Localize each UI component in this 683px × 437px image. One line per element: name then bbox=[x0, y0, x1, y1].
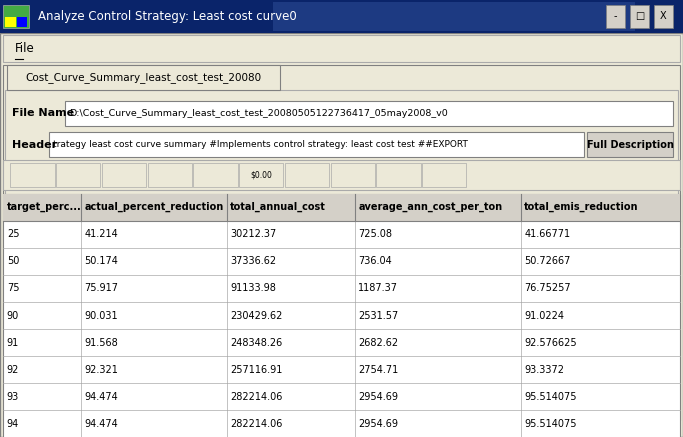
Bar bbox=[193, 163, 238, 187]
Text: Full Description: Full Description bbox=[587, 140, 673, 149]
Bar bbox=[3, 5, 29, 28]
Text: 257116.91: 257116.91 bbox=[230, 365, 282, 375]
Text: 2531.57: 2531.57 bbox=[359, 311, 399, 320]
Bar bbox=[376, 163, 421, 187]
Bar bbox=[239, 163, 283, 187]
Text: Header: Header bbox=[12, 140, 57, 149]
Bar bbox=[587, 132, 673, 157]
Bar bbox=[285, 163, 329, 187]
Bar bbox=[56, 163, 100, 187]
Bar bbox=[654, 5, 673, 28]
Text: 95.514075: 95.514075 bbox=[524, 392, 576, 402]
Text: 92: 92 bbox=[7, 365, 19, 375]
Text: 95.514075: 95.514075 bbox=[524, 419, 576, 429]
Bar bbox=[3, 160, 680, 190]
Text: File Name: File Name bbox=[12, 108, 74, 118]
Text: $0.00: $0.00 bbox=[250, 171, 273, 180]
Text: trategy least cost curve summary #Implements control strategy: least cost test #: trategy least cost curve summary #Implem… bbox=[53, 140, 467, 149]
Text: 725.08: 725.08 bbox=[359, 229, 393, 239]
Text: 94.474: 94.474 bbox=[85, 392, 118, 402]
Bar bbox=[5, 90, 678, 417]
Text: 2954.69: 2954.69 bbox=[359, 392, 398, 402]
Bar bbox=[630, 5, 649, 28]
Text: 91: 91 bbox=[7, 338, 19, 347]
Bar bbox=[3, 35, 680, 62]
Text: 41.66771: 41.66771 bbox=[524, 229, 570, 239]
Bar bbox=[273, 2, 635, 31]
Bar bbox=[5, 17, 16, 27]
Bar bbox=[148, 163, 192, 187]
Text: average_ann_cost_per_ton: average_ann_cost_per_ton bbox=[359, 202, 503, 212]
Text: 92.576625: 92.576625 bbox=[524, 338, 576, 347]
Text: 94.474: 94.474 bbox=[85, 419, 118, 429]
Text: 50: 50 bbox=[7, 257, 19, 266]
Bar bbox=[49, 132, 584, 157]
Text: 90: 90 bbox=[7, 311, 19, 320]
Text: 94: 94 bbox=[7, 419, 19, 429]
Text: -: - bbox=[613, 11, 617, 21]
Text: 230429.62: 230429.62 bbox=[230, 311, 282, 320]
Text: 1187.37: 1187.37 bbox=[359, 284, 398, 293]
Bar bbox=[3, 194, 680, 437]
Text: 91.568: 91.568 bbox=[85, 338, 118, 347]
Text: 91133.98: 91133.98 bbox=[230, 284, 276, 293]
Text: 282214.06: 282214.06 bbox=[230, 419, 282, 429]
Text: 2754.71: 2754.71 bbox=[359, 365, 399, 375]
Text: 93.3372: 93.3372 bbox=[524, 365, 564, 375]
Text: 75.917: 75.917 bbox=[85, 284, 119, 293]
Bar bbox=[3, 65, 680, 420]
Bar bbox=[10, 163, 55, 187]
Text: 282214.06: 282214.06 bbox=[230, 392, 282, 402]
Text: 50.174: 50.174 bbox=[85, 257, 118, 266]
Text: 50.72667: 50.72667 bbox=[524, 257, 570, 266]
Text: Cost_Curve_Summary_least_cost_test_20080: Cost_Curve_Summary_least_cost_test_20080 bbox=[25, 72, 262, 83]
Text: 2682.62: 2682.62 bbox=[359, 338, 399, 347]
Text: 92.321: 92.321 bbox=[85, 365, 118, 375]
Bar bbox=[17, 17, 27, 27]
Text: □: □ bbox=[635, 11, 644, 21]
Bar bbox=[606, 5, 625, 28]
Text: D:\Cost_Curve_Summary_least_cost_test_20080505122736417_05may2008_v0: D:\Cost_Curve_Summary_least_cost_test_20… bbox=[69, 109, 448, 118]
Text: 248348.26: 248348.26 bbox=[230, 338, 282, 347]
Bar bbox=[422, 163, 466, 187]
Bar bbox=[3, 194, 680, 221]
Text: target_perc...: target_perc... bbox=[7, 202, 81, 212]
Text: 76.75257: 76.75257 bbox=[524, 284, 571, 293]
Text: total_emis_reduction: total_emis_reduction bbox=[524, 202, 639, 212]
Text: 37336.62: 37336.62 bbox=[230, 257, 276, 266]
Text: 2954.69: 2954.69 bbox=[359, 419, 398, 429]
Bar bbox=[331, 163, 375, 187]
Text: 25: 25 bbox=[7, 229, 19, 239]
Text: 30212.37: 30212.37 bbox=[230, 229, 276, 239]
Bar bbox=[65, 101, 673, 126]
Text: X: X bbox=[660, 11, 667, 21]
Text: 90.031: 90.031 bbox=[85, 311, 118, 320]
Text: actual_percent_reduction: actual_percent_reduction bbox=[85, 202, 224, 212]
Bar bbox=[0, 0, 683, 33]
Bar bbox=[102, 163, 146, 187]
Text: 91.0224: 91.0224 bbox=[524, 311, 564, 320]
Text: 736.04: 736.04 bbox=[359, 257, 392, 266]
Text: 93: 93 bbox=[7, 392, 19, 402]
Text: total_annual_cost: total_annual_cost bbox=[230, 202, 326, 212]
Bar bbox=[7, 65, 280, 90]
Text: 75: 75 bbox=[7, 284, 19, 293]
Text: File: File bbox=[15, 42, 35, 55]
Text: 41.214: 41.214 bbox=[85, 229, 118, 239]
Text: Analyze Control Strategy: Least cost curve0: Analyze Control Strategy: Least cost cur… bbox=[38, 10, 296, 23]
